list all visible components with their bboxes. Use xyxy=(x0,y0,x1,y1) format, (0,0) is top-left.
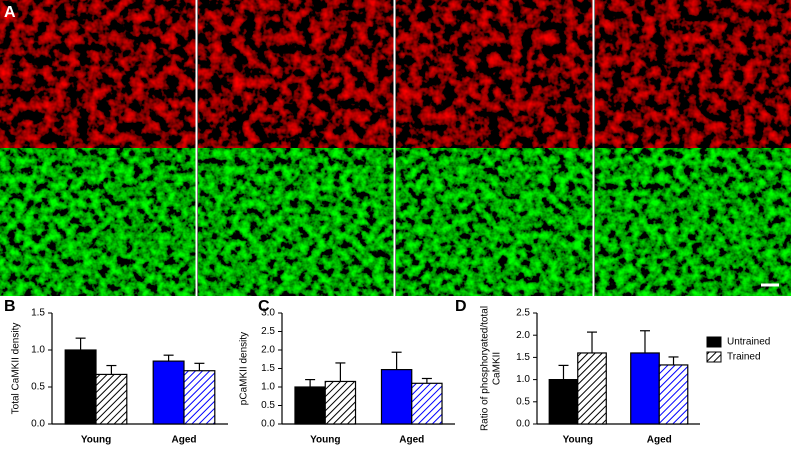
bar xyxy=(380,369,413,425)
bar xyxy=(324,380,357,425)
micrograph-green xyxy=(198,148,394,296)
panel-label: B xyxy=(4,298,16,315)
x-tick-label: Aged xyxy=(399,435,424,446)
bar xyxy=(548,379,579,425)
y-tick-label: 2.5 xyxy=(261,326,275,337)
bar xyxy=(152,360,185,425)
bar xyxy=(183,370,216,425)
micrograph-red xyxy=(0,0,196,148)
bar xyxy=(95,373,128,425)
micrograph-green xyxy=(0,148,196,296)
micrographs: A xyxy=(0,0,791,296)
panel-label: A xyxy=(4,4,16,21)
bar xyxy=(658,364,689,425)
y-tick-label: 0.0 xyxy=(261,419,275,430)
legend-swatch xyxy=(706,351,722,363)
y-tick-label: 0.5 xyxy=(31,382,45,393)
legend-label: Untrained xyxy=(727,337,770,348)
y-tick-label: 1.5 xyxy=(261,363,275,374)
x-tick-label: Young xyxy=(563,435,593,446)
y-tick-label: 0.5 xyxy=(261,400,275,411)
x-tick-label: Young xyxy=(81,435,111,446)
micrograph-red xyxy=(595,0,791,148)
y-tick-label: 1.0 xyxy=(261,382,275,393)
panel-label: C xyxy=(258,298,270,315)
y-axis-label: Total CaMKII density xyxy=(11,323,22,415)
micrograph-green xyxy=(595,148,791,296)
y-tick-label: 0.5 xyxy=(516,396,530,407)
bar xyxy=(64,349,97,425)
x-tick-label: Aged xyxy=(647,435,672,446)
x-tick-label: Aged xyxy=(172,435,197,446)
y-tick-label: 1.0 xyxy=(31,345,45,356)
y-tick-label: 0.0 xyxy=(31,419,45,430)
y-axis-label: pCaMKII density xyxy=(239,332,250,405)
x-tick-label: Young xyxy=(310,435,340,446)
y-axis-label: Ratio of phosphoryated/total xyxy=(480,306,491,431)
y-tick-label: 1.5 xyxy=(31,308,45,319)
y-tick-label: 0.0 xyxy=(516,419,530,430)
micrograph-red xyxy=(396,0,593,148)
micrograph-red xyxy=(198,0,394,148)
bar xyxy=(630,352,660,425)
bar xyxy=(577,352,607,425)
legend-swatch xyxy=(706,336,722,348)
legend-label: Trained xyxy=(727,352,761,363)
y-tick-label: 2.0 xyxy=(261,345,275,356)
y-tick-label: 2.5 xyxy=(516,308,530,319)
y-tick-label: 3.0 xyxy=(261,308,275,319)
y-tick-label: 1.5 xyxy=(516,352,530,363)
y-axis-label: CaMKII xyxy=(492,352,503,385)
panel-label: D xyxy=(455,298,467,315)
y-tick-label: 2.0 xyxy=(516,330,530,341)
bar xyxy=(411,382,443,425)
bar xyxy=(294,386,326,425)
y-tick-label: 1.0 xyxy=(516,374,530,385)
micrograph-green xyxy=(396,148,593,296)
